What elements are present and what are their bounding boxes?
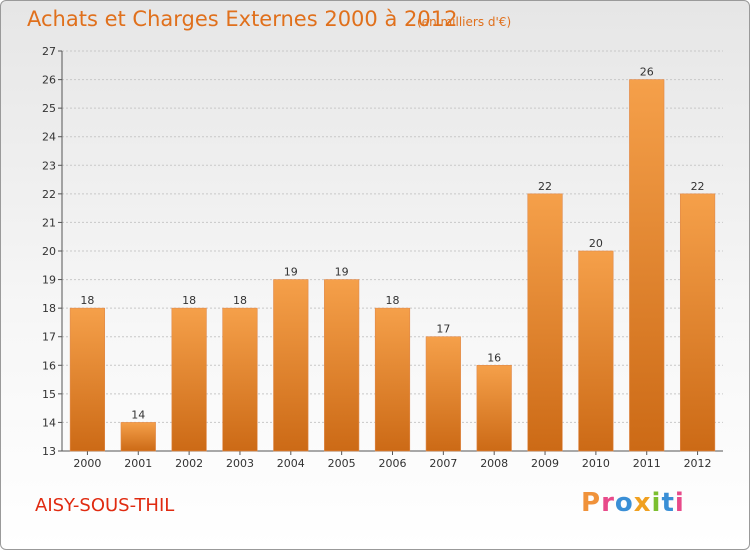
x-tick-label-2010: 2010 (582, 457, 610, 470)
x-tick-label-2009: 2009 (531, 457, 559, 470)
proxiti-logo: Proxiti (581, 488, 685, 518)
value-label-2001: 14 (131, 408, 145, 421)
bar-2009 (527, 193, 563, 452)
y-tick-label: 20 (42, 245, 56, 258)
y-tick-label: 22 (42, 188, 56, 201)
logo-letter: P (581, 488, 602, 518)
commune-name: AISY-SOUS-THIL (35, 495, 175, 516)
logo-letter: r (601, 488, 615, 518)
x-tick-label-2007: 2007 (429, 457, 457, 470)
value-label-2000: 18 (80, 294, 94, 307)
x-tick-label-2004: 2004 (277, 457, 305, 470)
y-tick-label: 18 (42, 302, 56, 315)
bar-2010 (578, 250, 614, 452)
y-tick-label: 14 (42, 416, 56, 429)
y-tick-label: 16 (42, 359, 56, 372)
y-tick-label: 17 (42, 331, 56, 344)
value-label-2008: 16 (487, 351, 501, 364)
x-tick-label-2002: 2002 (175, 457, 203, 470)
bar-2004 (273, 279, 309, 452)
y-tick-label: 27 (42, 45, 56, 58)
bar-2006 (374, 307, 411, 452)
value-label-2004: 19 (284, 266, 298, 279)
y-tick-label: 21 (42, 216, 56, 229)
y-tick-label: 13 (42, 445, 56, 458)
value-label-2011: 26 (640, 66, 654, 79)
y-tick-label: 23 (42, 159, 56, 172)
bar-2003 (222, 307, 258, 452)
y-tick-label: 19 (42, 274, 56, 287)
logo-letter: i (651, 488, 662, 518)
value-label-2003: 18 (233, 294, 247, 307)
bar-2007 (425, 336, 461, 452)
value-label-2002: 18 (182, 294, 196, 307)
x-tick-label-2011: 2011 (633, 457, 661, 470)
logo-letter: i (674, 488, 685, 518)
x-tick-label-2012: 2012 (684, 457, 712, 470)
bar-2008 (476, 364, 512, 452)
bar-2012 (679, 193, 716, 452)
value-label-2005: 19 (335, 266, 349, 279)
value-label-2006: 18 (386, 294, 400, 307)
x-tick-label-2008: 2008 (480, 457, 508, 470)
logo-letter: x (633, 488, 652, 518)
y-tick-label: 25 (42, 102, 56, 115)
value-label-2010: 20 (589, 237, 603, 250)
value-label-2012: 22 (691, 180, 705, 193)
bar-2011 (629, 79, 665, 452)
bar-2000 (69, 307, 106, 452)
bar-2005 (324, 279, 360, 452)
x-tick-label-2003: 2003 (226, 457, 254, 470)
bar-2002 (171, 307, 207, 452)
y-tick-label: 15 (42, 388, 56, 401)
x-tick-label-2001: 2001 (124, 457, 152, 470)
logo-letter: o (614, 488, 634, 518)
chart-subtitle: (en milliers d'€) (417, 15, 512, 29)
bar-2001 (120, 422, 156, 452)
logo-letter: t (661, 488, 675, 518)
x-tick-label-2006: 2006 (379, 457, 407, 470)
y-tick-label: 24 (42, 131, 56, 144)
x-tick-label-2000: 2000 (73, 457, 101, 470)
y-tick-label: 26 (42, 74, 56, 87)
value-label-2009: 22 (538, 180, 552, 193)
x-tick-label-2005: 2005 (328, 457, 356, 470)
value-label-2007: 17 (436, 323, 450, 336)
chart-title: Achats et Charges Externes 2000 à 2012 (27, 7, 458, 31)
